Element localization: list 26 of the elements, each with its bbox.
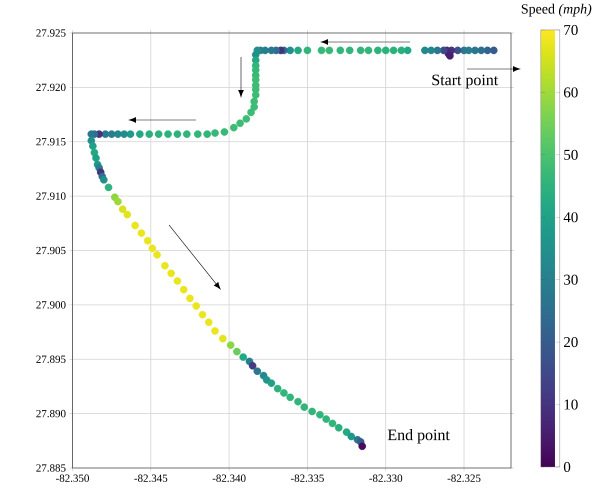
x-tick-label: -82.340 xyxy=(212,474,246,482)
y-tick-label: 27.905 xyxy=(36,246,66,254)
x-tick-label: -82.345 xyxy=(134,474,168,482)
color-bar-label: 10 xyxy=(564,399,578,410)
annotation: End point xyxy=(388,429,450,444)
x-tick-label: -82.335 xyxy=(290,474,324,482)
color-bar-label: 70 xyxy=(564,24,578,35)
y-tick-label: 27.920 xyxy=(36,84,66,92)
y-tick-label: 27.885 xyxy=(36,464,66,472)
color-bar-label: 0 xyxy=(564,462,570,472)
y-tick-label: 27.900 xyxy=(36,301,66,309)
y-tick-label: 27.895 xyxy=(36,356,66,363)
x-tick-label: -82.330 xyxy=(369,474,402,482)
x-tick-label: -82.325 xyxy=(448,474,480,482)
x-tick-label: -82.350 xyxy=(56,474,89,482)
y-tick-label: 27.890 xyxy=(36,410,66,418)
color-bar-label: 20 xyxy=(564,337,578,348)
y-tick-label: 27.925 xyxy=(36,29,66,37)
color-bar-title: Speed (mph) xyxy=(522,4,592,16)
color-bar-label: 50 xyxy=(564,150,578,160)
color-bar-label: 60 xyxy=(564,87,578,98)
y-tick-label: 27.910 xyxy=(36,192,66,200)
y-tick-label: 27.915 xyxy=(36,138,66,146)
color-bar-label: 30 xyxy=(564,274,578,285)
color-bar-label: 40 xyxy=(564,212,578,222)
annotation: Start point xyxy=(432,74,498,89)
